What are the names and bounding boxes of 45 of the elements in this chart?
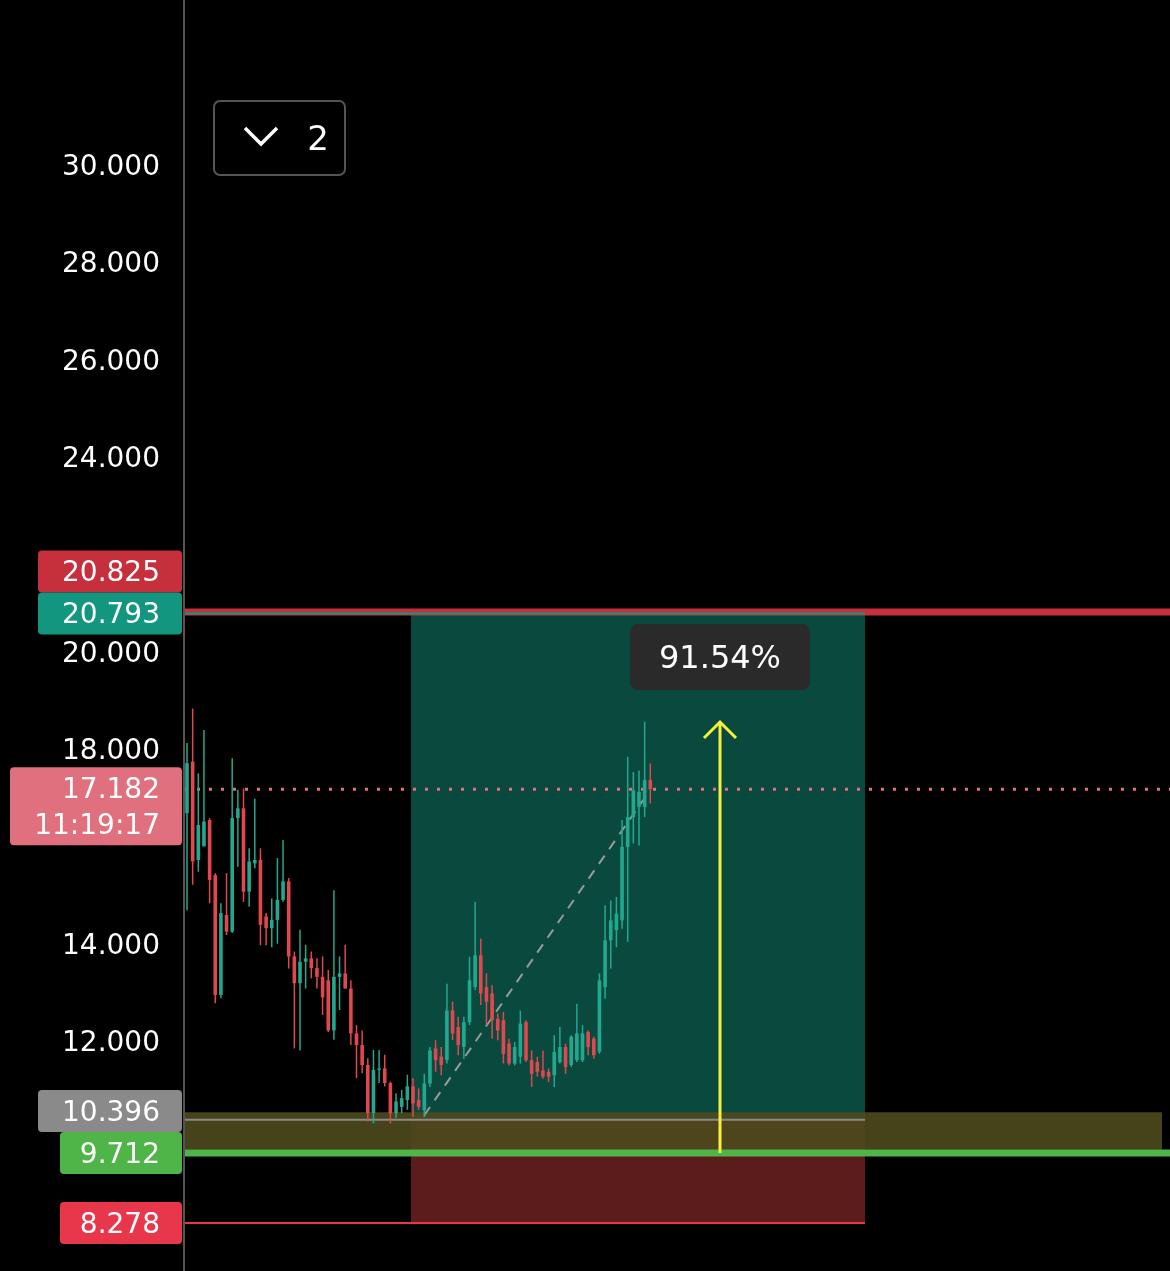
candlestick <box>360 1029 364 1075</box>
ref-line-label: 17.182 <box>62 772 160 806</box>
candlestick <box>512 1041 517 1067</box>
candlestick <box>592 1036 596 1060</box>
candlestick <box>281 839 285 903</box>
y-tick-label: 24.000 <box>62 441 160 475</box>
ref-line-label: 9.712 <box>79 1136 160 1170</box>
candlestick <box>637 769 641 847</box>
candlestick <box>298 928 302 1052</box>
y-tick-label: 28.000 <box>62 246 160 280</box>
ref-line-label: 8.278 <box>79 1206 160 1240</box>
candlestick <box>269 897 274 948</box>
candlestick <box>264 912 268 946</box>
candlestick <box>552 1034 557 1088</box>
ref-line-label: 10.396 <box>62 1094 160 1128</box>
candlestick <box>411 1077 415 1118</box>
candlestick <box>399 1089 404 1114</box>
y-tick-label: 14.000 <box>62 928 160 962</box>
text: 91.54% <box>658 638 782 677</box>
y-tick-label: 12.000 <box>62 1025 160 1059</box>
candlestick <box>541 1049 545 1080</box>
candlestick <box>236 789 240 868</box>
candlestick <box>377 1049 381 1084</box>
candlestick <box>253 797 257 870</box>
candlestick <box>337 955 342 1011</box>
y-tick-label: 26.000 <box>62 343 160 377</box>
candlestick <box>343 943 347 990</box>
candlestick <box>608 899 613 970</box>
annotation: 2 <box>307 117 329 158</box>
candlestick <box>394 1092 398 1119</box>
candlestick <box>507 1037 511 1067</box>
y-tick-label: 20.000 <box>62 635 160 669</box>
candlestick <box>558 1026 562 1065</box>
y-tick-label: 18.000 <box>62 733 160 767</box>
candlestick <box>315 957 319 990</box>
text: 11:19:17 <box>34 808 160 842</box>
candlestick <box>456 1016 460 1057</box>
candlestick <box>439 1046 444 1076</box>
y-tick-label: 30.000 <box>62 148 160 182</box>
ref-line-label: 20.825 <box>62 555 160 589</box>
candlestick <box>586 1029 590 1057</box>
candlestick <box>495 1012 500 1041</box>
ref-line-label: 20.793 <box>62 597 160 631</box>
candlestick <box>382 1054 387 1088</box>
candlestick <box>303 943 308 990</box>
